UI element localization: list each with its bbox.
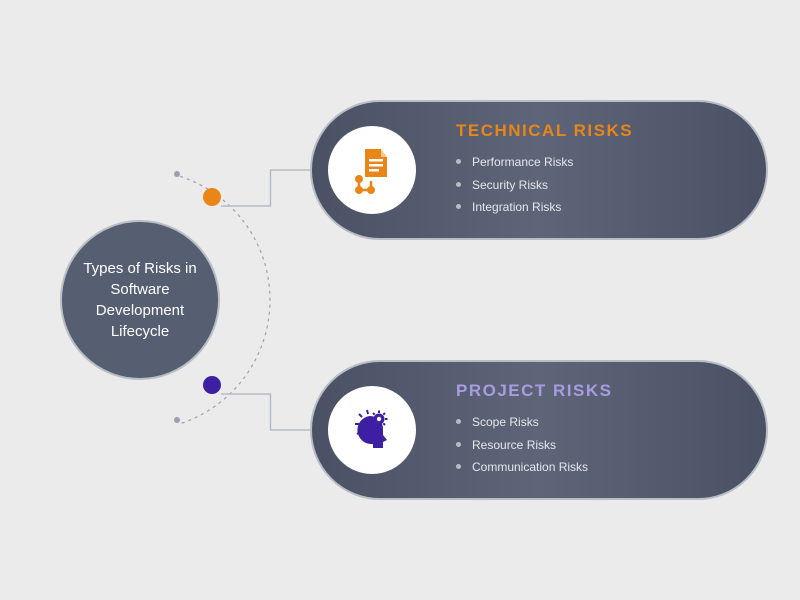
pill-title: TECHNICAL RISKS [456, 121, 633, 141]
pill-list-item: Integration Risks [456, 196, 633, 219]
pill-list-item: Resource Risks [456, 434, 612, 457]
pill-list: Scope RisksResource RisksCommunication R… [456, 411, 612, 479]
connector-dot [203, 188, 221, 206]
orbit-end-dot [174, 171, 180, 177]
pill-icon-bubble [328, 386, 416, 474]
pill-body: PROJECT RISKS Scope RisksResource RisksCo… [456, 381, 612, 479]
center-circle: Types of Risks in Software Development L… [60, 220, 220, 380]
pill-list-item: Scope Risks [456, 411, 612, 434]
center-circle-label: Types of Risks in Software Development L… [80, 258, 200, 342]
risk-pill: TECHNICAL RISKS Performance RisksSecurity… [310, 100, 768, 240]
risk-pill: PROJECT RISKS Scope RisksResource RisksCo… [310, 360, 768, 500]
connector-dot [203, 376, 221, 394]
document-tree-icon [347, 145, 397, 195]
orbit-end-dot [174, 417, 180, 423]
pill-list-item: Security Risks [456, 174, 633, 197]
pill-body: TECHNICAL RISKS Performance RisksSecurity… [456, 121, 633, 219]
pill-list: Performance RisksSecurity RisksIntegrati… [456, 151, 633, 219]
pill-icon-bubble [328, 126, 416, 214]
pill-title: PROJECT RISKS [456, 381, 612, 401]
pill-list-item: Communication Risks [456, 456, 612, 479]
pill-list-item: Performance Risks [456, 151, 633, 174]
head-gear-icon [346, 404, 398, 456]
